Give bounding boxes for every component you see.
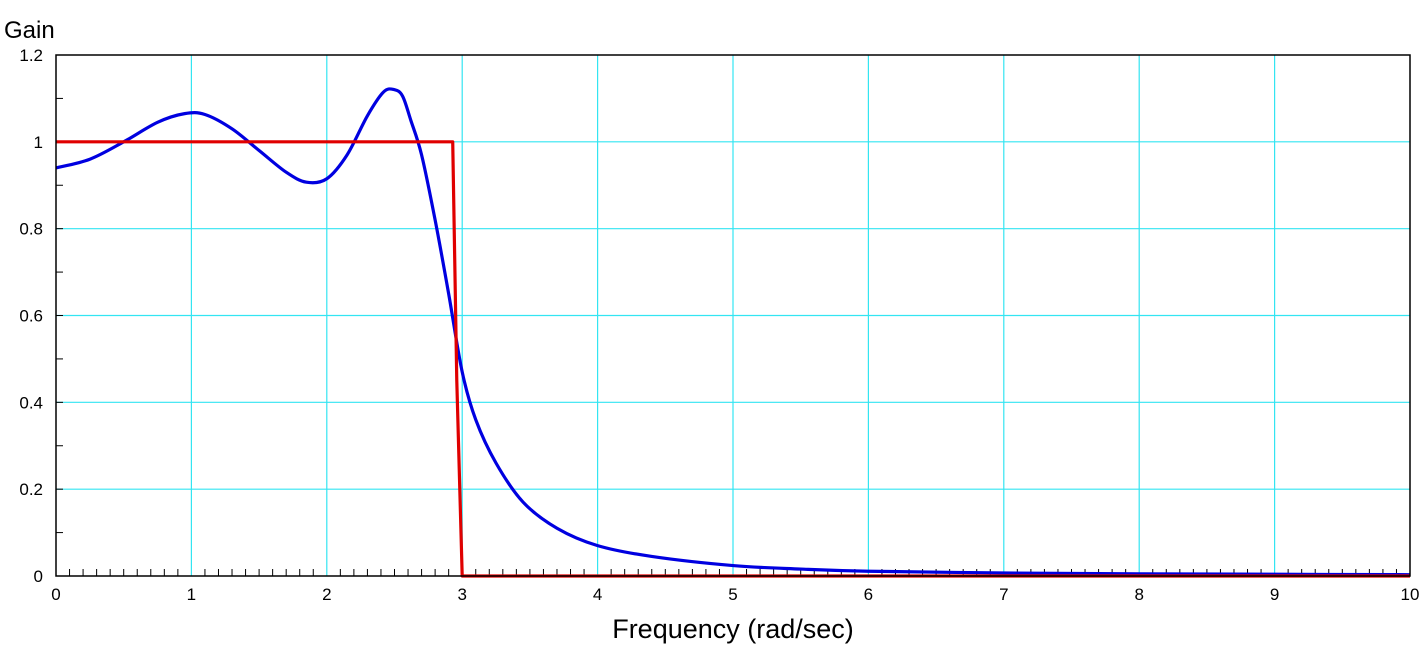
x-tick-label-7: 7 [999, 585, 1008, 604]
x-tick-label-3: 3 [457, 585, 466, 604]
x-tick-labels: 0 1 2 3 4 5 6 7 8 9 10 [51, 585, 1419, 604]
x-tick-label-10: 10 [1401, 585, 1420, 604]
y-tick-label-5: 1 [34, 133, 43, 152]
grid [56, 55, 1410, 576]
x-tick-label-2: 2 [322, 585, 331, 604]
x-tick-label-5: 5 [728, 585, 737, 604]
x-axis-label: Frequency (rad/sec) [612, 614, 854, 644]
y-tick-label-2: 0.4 [19, 393, 43, 412]
x-tick-label-4: 4 [593, 585, 602, 604]
x-tick-label-1: 1 [187, 585, 196, 604]
minor-ticks [56, 97, 1397, 576]
y-tick-labels: 0 0.2 0.4 0.6 0.8 1 1.2 [19, 46, 43, 586]
x-tick-label-8: 8 [1134, 585, 1143, 604]
y-axis-label: Gain [4, 17, 55, 44]
y-tick-label-1: 0.2 [19, 480, 43, 499]
series-line-0 [55, 87, 1411, 577]
x-tick-label-9: 9 [1270, 585, 1279, 604]
x-tick-label-6: 6 [864, 585, 873, 604]
plot-frame [55, 54, 1411, 577]
y-tick-label-3: 0.6 [19, 307, 43, 326]
y-tick-label-0: 0 [34, 567, 43, 586]
y-tick-label-6: 1.2 [19, 46, 43, 65]
y-tick-label-4: 0.8 [19, 220, 43, 239]
x-tick-label-0: 0 [51, 585, 60, 604]
